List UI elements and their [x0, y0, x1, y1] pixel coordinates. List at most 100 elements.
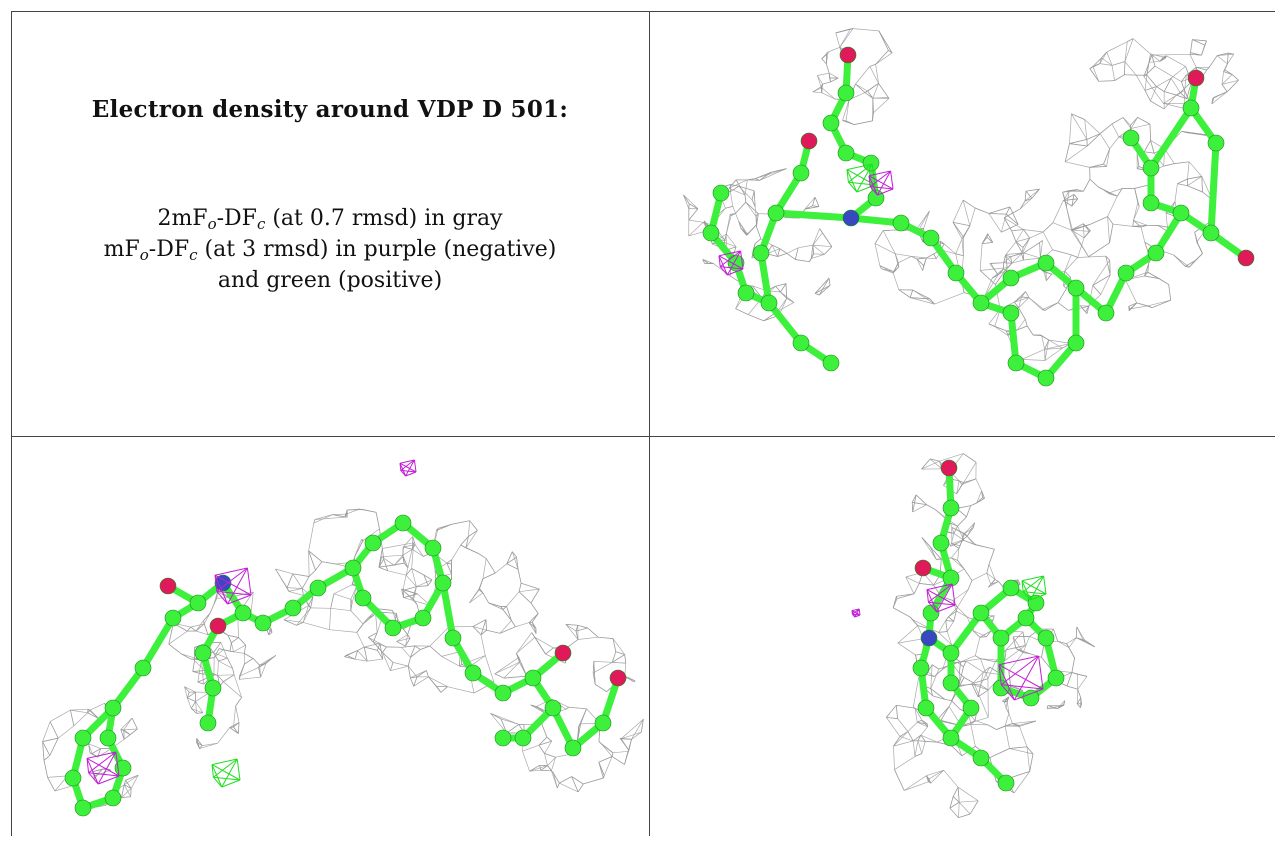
mesh-edge	[507, 592, 520, 607]
mesh-edge	[988, 725, 997, 730]
mesh-edge	[230, 728, 239, 734]
mesh-edge	[815, 293, 819, 295]
mesh-edge	[1078, 676, 1087, 689]
mesh-edge	[364, 647, 377, 650]
mesh-edge	[500, 627, 516, 634]
mesh-edge	[358, 647, 365, 651]
mesh-edge	[982, 237, 987, 243]
carbon-atom	[823, 115, 839, 131]
mesh-edge	[974, 544, 995, 549]
mesh-edge	[1112, 65, 1115, 80]
mesh-edge	[1022, 349, 1045, 359]
carbon-atom	[1098, 305, 1114, 321]
mesh-edge	[539, 745, 545, 753]
molecule-render	[651, 13, 1275, 435]
mesh-edge	[393, 662, 408, 666]
mesh-edge	[1058, 641, 1067, 644]
mesh-edge	[70, 709, 88, 710]
mesh-edge	[1110, 189, 1122, 193]
mesh-edge	[1085, 120, 1100, 134]
mesh-edge	[388, 571, 406, 576]
mesh-edge	[632, 732, 642, 739]
mesh-edge	[483, 573, 495, 579]
mesh-edge	[403, 547, 412, 549]
mesh-edge	[1070, 144, 1088, 146]
mesh-edge	[1149, 61, 1160, 62]
mesh-edge	[253, 658, 260, 665]
carbon-atom	[1118, 265, 1134, 281]
mesh-edge	[1045, 303, 1058, 311]
carbon-atom	[255, 615, 271, 631]
caption-legend: 2mFo-DFc (at 0.7 rmsd) in gray mFo-DFc (…	[11, 203, 649, 296]
mesh-edge	[382, 555, 403, 557]
mesh-edge	[486, 559, 495, 574]
mesh-edge	[917, 720, 922, 722]
mesh-edge	[918, 741, 922, 754]
carbon-atom	[753, 245, 769, 261]
mesh-edge	[1046, 272, 1052, 274]
mesh-edge	[906, 577, 914, 594]
carbon-atom	[565, 740, 581, 756]
mesh-edge	[529, 614, 538, 623]
carbon-atom	[838, 145, 854, 161]
mesh-edge	[124, 718, 132, 730]
mesh-edge	[1131, 124, 1150, 128]
mesh-edge	[981, 667, 990, 685]
bond-stick	[776, 213, 851, 218]
mesh-edge	[363, 615, 374, 624]
mesh-edge	[293, 574, 309, 577]
mesh-edge	[958, 787, 978, 801]
carbon-atom	[190, 595, 206, 611]
mesh-edge	[823, 82, 831, 84]
mesh-edge	[495, 564, 507, 573]
mesh-edge	[968, 580, 972, 590]
mesh-edge	[1191, 40, 1193, 53]
mesh-edge	[787, 253, 795, 259]
mesh-edge	[913, 672, 919, 707]
mesh-edge	[426, 671, 428, 677]
mesh-edge	[1023, 248, 1024, 254]
mesh-edge	[875, 244, 880, 266]
mesh-edge	[191, 627, 196, 631]
mesh-edge	[973, 631, 980, 638]
mesh-edge	[1087, 134, 1100, 146]
mesh-edge	[1045, 340, 1049, 361]
mesh-edge	[410, 678, 413, 686]
density-view-bottom-right	[651, 438, 1275, 836]
mesh-edge	[898, 643, 916, 655]
mesh-edge	[739, 221, 748, 234]
carbon-atom	[1173, 205, 1189, 221]
mesh-edge	[516, 637, 535, 653]
mesh-edge	[952, 701, 961, 710]
mesh-edge	[401, 647, 410, 657]
mesh-edge	[922, 741, 926, 753]
mesh-edge	[908, 722, 917, 731]
carbon-atom	[923, 605, 939, 621]
mesh-edge	[813, 245, 814, 254]
mesh-edge	[1195, 232, 1199, 245]
mesh-edge	[451, 521, 470, 525]
mesh-edge	[865, 93, 873, 99]
mesh-edge	[910, 290, 913, 298]
mesh-edge	[813, 245, 824, 254]
oxygen-atom	[915, 560, 931, 576]
mesh-edge	[566, 624, 576, 631]
mesh-edge	[417, 671, 426, 677]
carbon-atom	[515, 730, 531, 746]
mesh-edge	[1004, 263, 1012, 264]
mesh-edge	[545, 754, 556, 758]
mesh-edge	[746, 202, 759, 214]
mesh-edge	[495, 657, 519, 673]
mesh-edge	[1152, 54, 1190, 55]
mesh-edge	[503, 606, 507, 609]
mesh-edge	[1067, 638, 1077, 644]
carbon-atom	[310, 580, 326, 596]
mesh-edge	[233, 668, 235, 674]
mesh-edge	[441, 687, 448, 693]
mesh-edge	[382, 557, 395, 566]
mesh-edge	[876, 53, 893, 65]
mesh-edge	[1070, 114, 1072, 144]
nitrogen-atom	[921, 630, 937, 646]
mesh-edge	[886, 705, 896, 717]
mesh-edge	[1024, 253, 1041, 258]
